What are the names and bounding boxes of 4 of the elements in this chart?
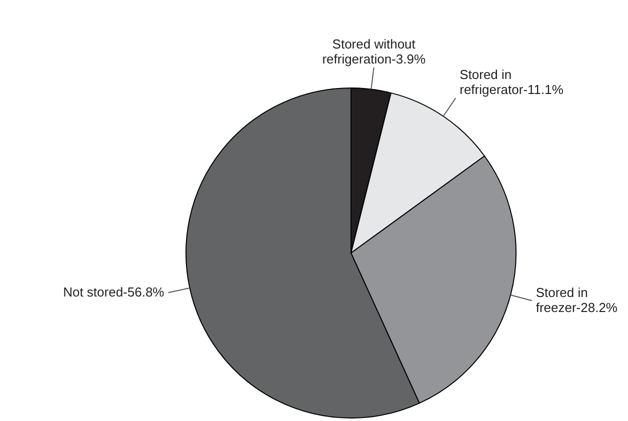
slice-label: Stored in refrigerator-11.1%: [460, 67, 564, 98]
slice-label: Stored without refrigeration-3.9%: [322, 36, 426, 66]
slice-label: Not stored-56.8%: [63, 284, 165, 300]
slice-label: Stored in freezer-28.2%: [536, 285, 618, 316]
